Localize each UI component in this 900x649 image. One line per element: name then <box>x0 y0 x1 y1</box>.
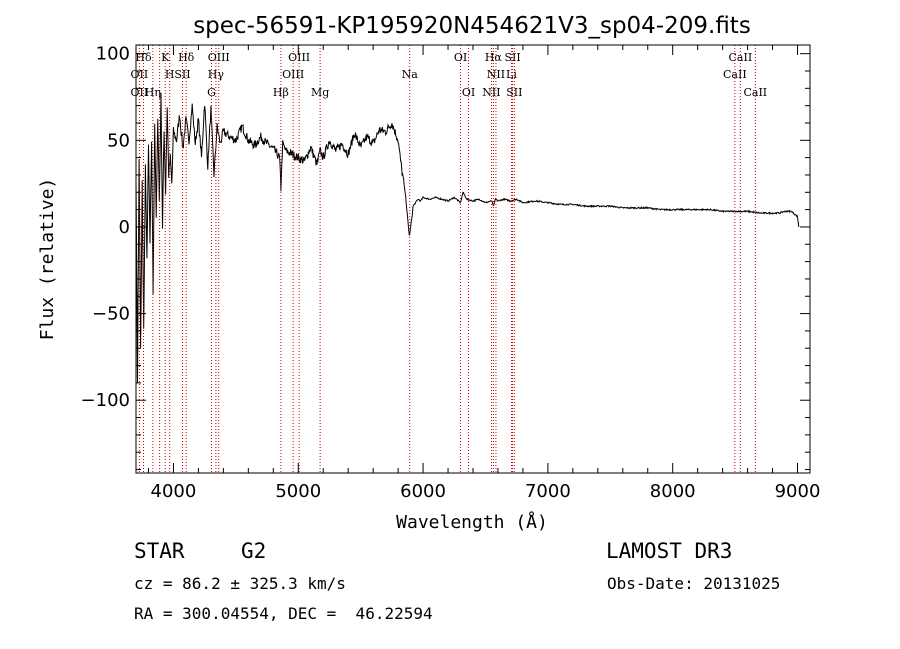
survey-name: LAMOST DR3 <box>606 539 733 563</box>
chart-title: spec-56591-KP195920N454621V3_sp04-209.fi… <box>193 13 751 39</box>
x-tick-label: 6000 <box>400 481 446 502</box>
y-tick-label: −100 <box>81 390 130 411</box>
spectral-line-label: Hδ <box>178 51 195 64</box>
spectral-line-label: Mg <box>311 86 329 99</box>
spectral-line-label: Na <box>402 68 419 81</box>
spectral-line-label: OIII <box>208 51 230 64</box>
spectrum-line <box>136 92 800 383</box>
y-tick-label: 0 <box>119 217 130 238</box>
spectral-line-label: Li <box>506 68 517 81</box>
spectral-line-label: OIII <box>282 68 304 81</box>
x-tick-label: 8000 <box>650 481 696 502</box>
x-tick-label: 5000 <box>275 481 321 502</box>
spectral-line-label: Hγ <box>208 68 225 81</box>
x-axis-label: Wavelength (Å) <box>396 511 548 533</box>
plot-frame <box>135 44 811 474</box>
redshift-cz: cz = 86.2 ± 325.3 km/s <box>134 574 346 593</box>
observation-date: Obs-Date: 20131025 <box>607 574 781 593</box>
coordinates: RA = 300.04554, DEC = 46.22594 <box>134 604 433 623</box>
spectral-line-label: G <box>207 86 216 99</box>
spectral-line-label: SII <box>504 51 520 64</box>
spectral-line-label: CaII <box>743 86 767 99</box>
spectral-line-label: CaII <box>723 68 747 81</box>
spectral-line-label: Hβ <box>273 86 289 99</box>
y-tick-label: 100 <box>96 44 130 65</box>
x-tick-label: 7000 <box>525 481 571 502</box>
spectral-line-label: OII <box>131 68 149 81</box>
object-subclass: G2 <box>241 539 267 563</box>
y-tick-label: −50 <box>92 304 130 325</box>
spectral-line-label: NII <box>487 68 505 81</box>
spectral-line-label: Hδ <box>135 51 152 64</box>
spectral-line-label: OII <box>131 86 149 99</box>
y-axis-label: Flux (relative) <box>37 178 58 341</box>
spectral-line-label: CaII <box>729 51 753 64</box>
spectral-line-label: OI <box>462 86 475 99</box>
spectral-line-label: OIII <box>288 51 310 64</box>
object-class: STAR <box>134 539 185 563</box>
x-tick-label: 9000 <box>775 481 821 502</box>
spectral-line-label: Hα <box>485 51 503 64</box>
spectral-line-label: Hη <box>145 86 161 99</box>
y-tick-label: 50 <box>107 130 130 151</box>
spectral-line-label: SII <box>506 86 522 99</box>
x-tick-label: 4000 <box>151 481 197 502</box>
spectral-line-label: K <box>161 51 170 64</box>
spectral-line-label: SII <box>174 68 190 81</box>
spectral-line-label: H <box>165 68 175 81</box>
spectral-line-label: NII <box>482 86 500 99</box>
spectral-line-label: OI <box>454 51 467 64</box>
